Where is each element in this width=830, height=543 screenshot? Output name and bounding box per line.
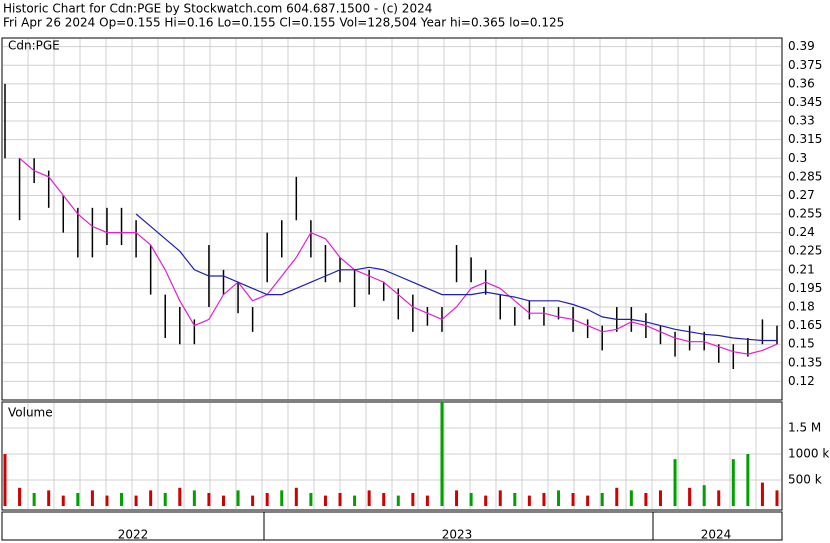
volume-bar bbox=[484, 495, 488, 506]
header-title: Historic Chart for Cdn:PGE by Stockwatch… bbox=[3, 2, 432, 16]
volume-bar bbox=[294, 487, 298, 506]
y-tick-label: 0.225 bbox=[788, 244, 822, 258]
x-tick-label: 2022 bbox=[118, 528, 149, 542]
volume-bar bbox=[76, 493, 80, 506]
volume-bar bbox=[411, 493, 415, 506]
volume-bar bbox=[280, 490, 284, 506]
volume-bar bbox=[644, 493, 648, 506]
volume-bar bbox=[47, 490, 51, 506]
volume-bar bbox=[32, 493, 36, 506]
volume-bar bbox=[90, 490, 94, 506]
volume-bar bbox=[498, 490, 502, 506]
volume-bar bbox=[163, 493, 167, 506]
y-tick-label: 0.18 bbox=[788, 300, 815, 314]
y-tick-label: 0.33 bbox=[788, 114, 815, 128]
y-tick-label: 0.15 bbox=[788, 337, 815, 351]
volume-bar bbox=[61, 495, 65, 506]
volume-bar bbox=[527, 495, 531, 506]
y-tick-label: 0.285 bbox=[788, 169, 822, 183]
x-tick-label: 2023 bbox=[442, 528, 473, 542]
volume-bar bbox=[3, 454, 7, 506]
y-tick-label: 0.165 bbox=[788, 318, 822, 332]
date-panel bbox=[1, 511, 783, 541]
volume-bar bbox=[323, 495, 327, 506]
volume-bar bbox=[367, 490, 371, 506]
volume-bar bbox=[658, 490, 662, 506]
volume-bar bbox=[600, 493, 604, 506]
y-tick-label: 1.5 M bbox=[788, 421, 821, 435]
volume-bar bbox=[309, 493, 313, 506]
y-tick-label: 0.375 bbox=[788, 58, 822, 72]
volume-bar bbox=[105, 495, 109, 506]
volume-bar bbox=[702, 485, 706, 506]
x-tick-label: 2024 bbox=[701, 528, 732, 542]
volume-bar bbox=[469, 493, 473, 506]
volume-bar bbox=[382, 493, 386, 506]
volume-bar bbox=[746, 454, 750, 506]
y-tick-label: 0.3 bbox=[788, 151, 807, 165]
volume-bar bbox=[688, 487, 692, 506]
volume-bar bbox=[353, 495, 357, 506]
volume-bar bbox=[192, 490, 196, 506]
volume-bar bbox=[629, 490, 633, 506]
y-tick-label: 0.39 bbox=[788, 39, 815, 53]
volume-bar bbox=[18, 487, 22, 506]
y-tick-label: 0.36 bbox=[788, 76, 815, 90]
volume-bar bbox=[149, 490, 153, 506]
volume-bar bbox=[178, 487, 182, 506]
y-tick-label: 500 k bbox=[788, 473, 822, 487]
panel-label: Volume bbox=[8, 406, 53, 420]
panel-label: Cdn:PGE bbox=[8, 39, 60, 53]
volume-bar bbox=[542, 493, 546, 506]
y-tick-label: 0.345 bbox=[788, 95, 822, 109]
volume-bar bbox=[396, 495, 400, 506]
volume-bar bbox=[251, 495, 255, 506]
volume-bar bbox=[455, 490, 459, 506]
volume-panel bbox=[1, 401, 783, 511]
volume-bar bbox=[513, 493, 517, 506]
volume-bar bbox=[731, 459, 735, 506]
volume-bar bbox=[120, 493, 124, 506]
volume-bar bbox=[338, 493, 342, 506]
volume-bar bbox=[440, 402, 444, 506]
y-tick-label: 0.195 bbox=[788, 281, 822, 295]
volume-bar bbox=[717, 490, 721, 506]
y-tick-label: 0.315 bbox=[788, 132, 822, 146]
volume-bar bbox=[760, 482, 764, 506]
y-tick-label: 0.27 bbox=[788, 188, 815, 202]
volume-bar bbox=[571, 493, 575, 506]
volume-bar bbox=[134, 495, 138, 506]
volume-bar bbox=[207, 493, 211, 506]
volume-bar bbox=[557, 490, 561, 506]
volume-bar bbox=[265, 493, 269, 506]
price-panel bbox=[1, 37, 783, 401]
y-tick-label: 0.255 bbox=[788, 207, 822, 221]
y-tick-label: 0.135 bbox=[788, 355, 822, 369]
y-tick-label: 0.12 bbox=[788, 374, 815, 388]
header-quote: Fri Apr 26 2024 Op=0.155 Hi=0.16 Lo=0.15… bbox=[3, 16, 564, 30]
volume-bar bbox=[425, 495, 429, 506]
volume-bar bbox=[615, 487, 619, 506]
volume-bar bbox=[586, 495, 590, 506]
y-tick-label: 0.24 bbox=[788, 225, 815, 239]
volume-bar bbox=[221, 495, 225, 506]
moving-average-line bbox=[135, 213, 777, 342]
volume-bar bbox=[673, 459, 677, 506]
y-tick-label: 0.21 bbox=[788, 262, 815, 276]
volume-bar bbox=[236, 490, 240, 506]
y-tick-label: 1000 k bbox=[788, 447, 829, 461]
volume-bar bbox=[775, 490, 779, 506]
moving-average-line bbox=[19, 157, 778, 355]
